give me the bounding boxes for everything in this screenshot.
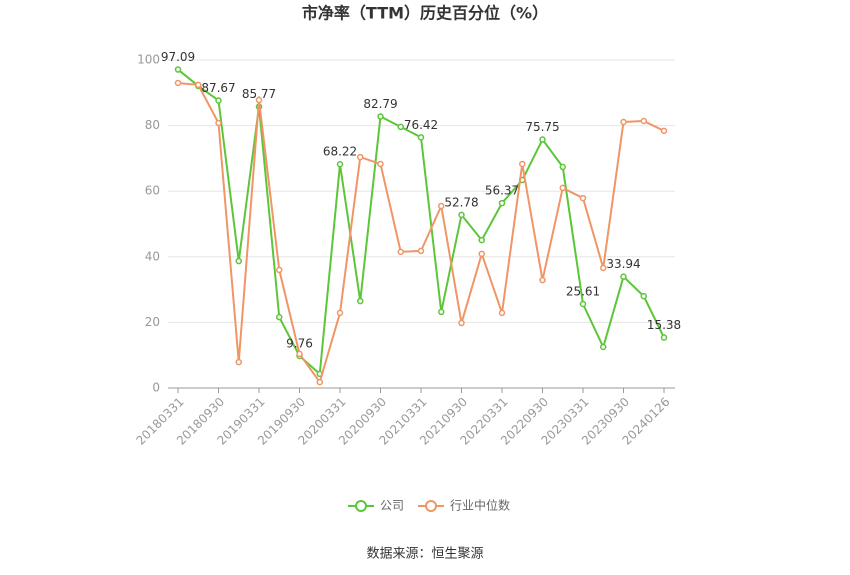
y-tick-label: 0 xyxy=(152,381,160,395)
legend-label: 行业中位数 xyxy=(450,498,510,513)
data-label: 82.79 xyxy=(363,97,397,111)
legend-label: 公司 xyxy=(380,499,404,513)
source: 数据来源：恒生聚源 xyxy=(366,547,483,562)
data-point xyxy=(579,300,587,308)
data-point xyxy=(336,309,344,317)
data-label: 85.77 xyxy=(242,87,276,101)
legend-marker xyxy=(425,500,437,512)
data-point xyxy=(660,127,668,135)
data-point xyxy=(296,350,303,358)
data-point xyxy=(215,119,222,127)
data-label: 75.75 xyxy=(525,120,559,134)
data-point xyxy=(559,163,566,171)
data-point xyxy=(458,319,465,327)
data-point xyxy=(559,184,566,192)
data-point xyxy=(235,358,242,366)
legend-item: 行业中位数 xyxy=(418,498,510,513)
data-point xyxy=(417,134,425,141)
data-point xyxy=(579,194,587,202)
data-label: 25.61 xyxy=(566,284,600,298)
data-label: 87.67 xyxy=(201,81,235,95)
data-point xyxy=(438,202,445,210)
data-point xyxy=(276,313,283,321)
data-point xyxy=(620,118,627,126)
y-tick-label: 20 xyxy=(145,315,160,329)
data-label: 33.94 xyxy=(606,257,640,271)
data-label: 52.78 xyxy=(444,195,478,209)
data-point xyxy=(620,273,627,280)
data-point xyxy=(600,343,607,351)
y-tick-label: 80 xyxy=(145,118,160,132)
y-tick-label: 60 xyxy=(145,184,160,198)
legend-item: 公司 xyxy=(348,499,404,513)
data-point xyxy=(336,160,344,168)
data-point xyxy=(539,136,546,143)
data-point xyxy=(539,276,546,284)
legend-marker xyxy=(355,500,367,512)
data-label: 15.38 xyxy=(647,318,681,332)
data-point xyxy=(458,211,465,219)
data-point xyxy=(438,308,445,316)
data-point xyxy=(255,96,263,104)
data-point xyxy=(215,97,222,104)
data-label: 68.22 xyxy=(323,145,357,159)
data-point xyxy=(377,113,384,120)
data-point xyxy=(357,297,364,305)
data-point xyxy=(640,117,647,125)
data-label: 9.76 xyxy=(286,336,313,350)
data-point xyxy=(478,236,485,244)
data-point xyxy=(397,123,404,131)
data-label: 76.42 xyxy=(404,118,438,132)
data-point xyxy=(357,153,364,161)
data-point xyxy=(397,248,404,256)
data-point xyxy=(316,378,323,386)
series-line xyxy=(177,68,665,376)
data-point xyxy=(235,257,242,265)
data-point xyxy=(417,247,425,255)
data-point xyxy=(174,66,182,73)
data-point xyxy=(600,264,607,272)
y-tick-label: 100 xyxy=(137,53,160,67)
data-point xyxy=(498,309,506,317)
data-point xyxy=(519,160,526,168)
data-point xyxy=(276,266,283,274)
data-point xyxy=(195,81,202,89)
data-point xyxy=(478,250,485,258)
y-tick-label: 40 xyxy=(145,249,160,263)
data-point xyxy=(660,334,668,341)
data-label: 56.37 xyxy=(485,184,519,198)
data-label: 97.09 xyxy=(161,50,195,64)
data-point xyxy=(174,79,182,87)
data-point xyxy=(640,292,647,300)
data-point xyxy=(377,160,384,168)
chart-title: 市净率（TTM）历史百分位（%） xyxy=(302,4,548,23)
data-point xyxy=(498,199,506,207)
